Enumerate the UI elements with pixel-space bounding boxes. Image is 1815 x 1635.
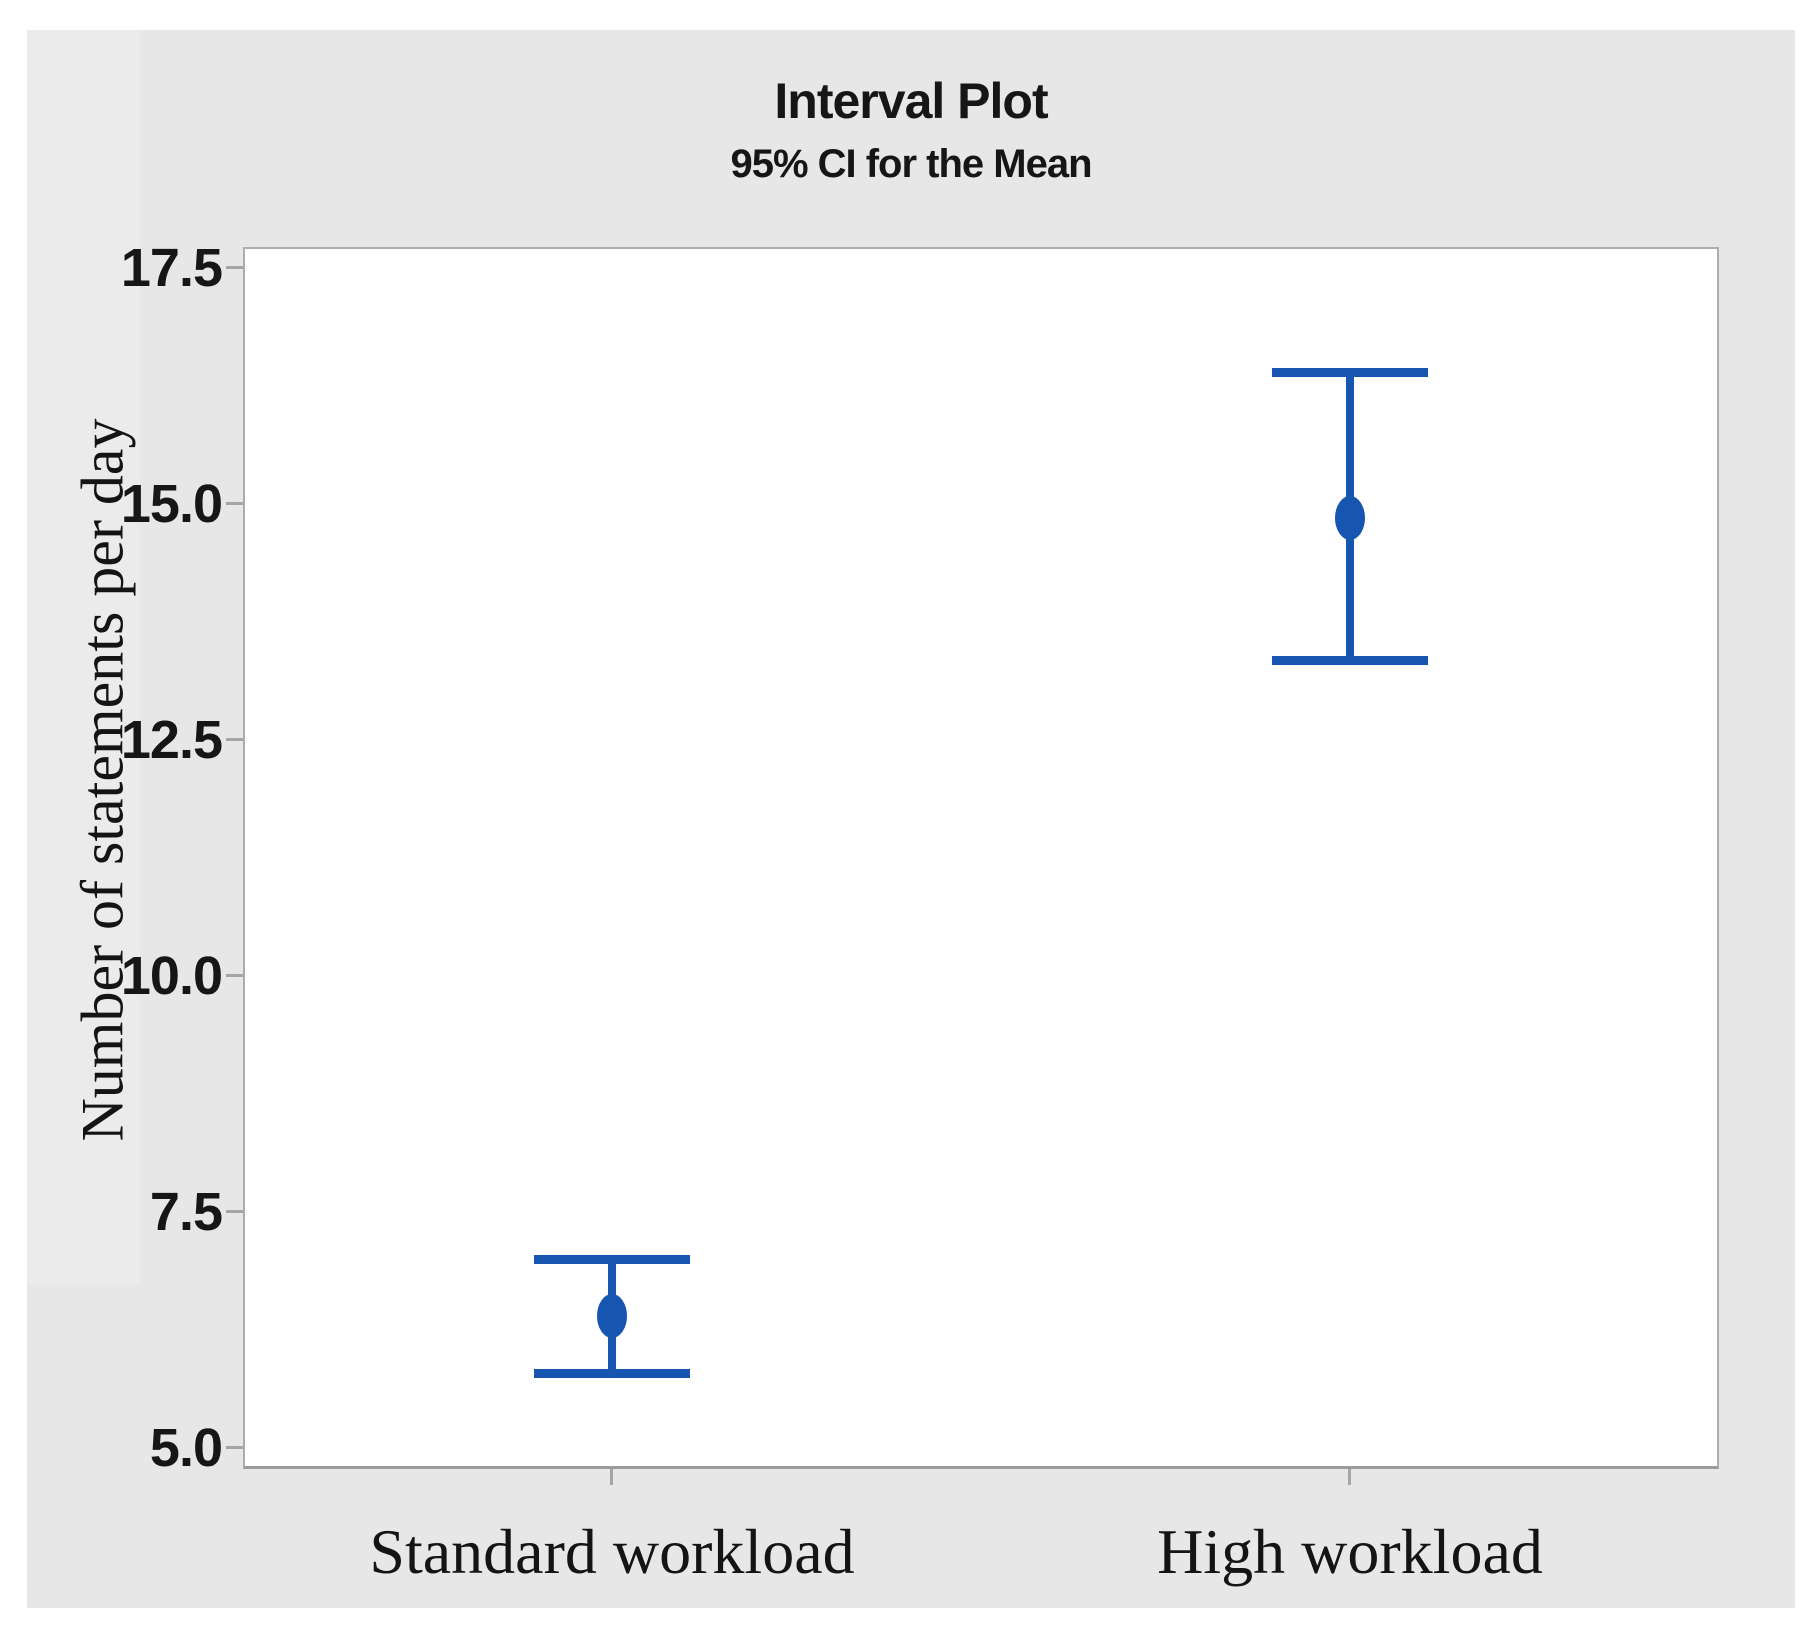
interval-cap-top <box>534 1255 690 1265</box>
y-tick-label: 12.5 <box>120 709 223 770</box>
y-tick-mark <box>226 501 243 505</box>
plot-area <box>243 247 1719 1469</box>
x-tick-mark <box>1348 1469 1351 1485</box>
y-tick-mark <box>226 1446 243 1450</box>
interval-cap-bottom <box>1272 655 1428 665</box>
y-tick-mark <box>226 737 243 741</box>
x-category-label: High workload <box>1157 1516 1543 1587</box>
y-tick-label: 10.0 <box>120 946 223 1007</box>
mean-marker <box>597 1294 627 1338</box>
x-tick-mark <box>610 1469 613 1485</box>
y-tick-mark <box>226 974 243 978</box>
figure-canvas: Interval Plot 95% CI for the Mean Number… <box>27 30 1795 1608</box>
y-tick-mark <box>226 265 243 269</box>
figure-left-strip <box>27 30 140 1285</box>
y-tick-mark <box>226 1210 243 1214</box>
y-tick-label: 17.5 <box>120 237 223 298</box>
chart-subtitle: 95% CI for the Mean <box>730 142 1092 186</box>
x-category-label: Standard workload <box>369 1516 855 1587</box>
interval-cap-top <box>1272 367 1428 377</box>
chart-title: Interval Plot <box>774 73 1048 129</box>
interval-cap-bottom <box>534 1368 690 1378</box>
y-tick-label: 7.5 <box>149 1182 223 1243</box>
mean-marker <box>1335 496 1365 541</box>
y-tick-label: 15.0 <box>120 473 223 534</box>
y-tick-label: 5.0 <box>149 1418 223 1479</box>
